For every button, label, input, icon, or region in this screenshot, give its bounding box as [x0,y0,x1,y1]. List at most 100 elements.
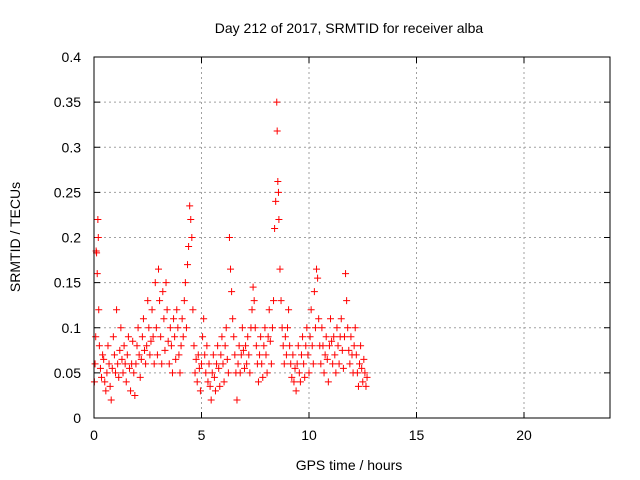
data-point [337,315,345,323]
data-point [292,387,300,395]
data-point [214,342,222,350]
y-axis-label: SRMTID / TECUs [7,182,23,292]
data-point [114,360,122,368]
y-tick-label: 0.05 [54,365,81,381]
data-point [180,297,188,305]
data-point [338,346,346,354]
data-point [290,378,298,386]
x-tick-label: 20 [516,427,532,443]
data-point [120,342,128,350]
data-point [104,342,112,350]
data-point [121,360,129,368]
data-point [321,351,329,359]
data-point [318,324,326,332]
data-point [122,378,130,386]
data-point [95,342,103,350]
data-point [108,364,116,372]
data-point [147,337,155,345]
data-point [263,369,271,377]
data-point [229,315,237,323]
data-point [171,333,179,341]
y-tick-label: 0.4 [62,49,82,65]
data-point [211,387,219,395]
data-point [134,324,142,332]
data-point [184,261,192,269]
data-point [94,234,102,241]
data-point [357,342,365,350]
data-point [178,315,186,323]
y-tick-label: 0.35 [54,94,81,110]
data-point [270,297,278,305]
data-point [165,360,173,368]
data-point [256,351,264,359]
data-point [228,288,236,296]
data-point [186,202,194,210]
data-point [241,364,248,372]
data-point [200,315,208,323]
data-point [293,360,301,368]
data-point [280,360,288,368]
data-point [266,337,274,345]
data-point [204,378,212,386]
data-point [199,333,207,341]
data-point [162,279,170,287]
data-point [175,351,183,359]
data-point [109,333,117,341]
data-point [286,342,294,350]
data-point [281,333,289,341]
data-point [166,324,174,332]
data-point [231,351,239,359]
data-point [105,360,113,368]
data-point [236,369,244,377]
data-point [243,360,251,368]
data-point [110,351,118,359]
data-point [260,342,268,350]
data-point [254,378,262,386]
data-point [353,369,361,377]
data-point [137,355,145,363]
data-point [102,387,110,395]
data-point [230,333,238,341]
data-point [267,360,275,368]
data-point [234,360,242,368]
tick-labels: 0 5 10 15 20 0 0.05 0.1 0.15 0.2 0.25 0.3 0.35 0.4 [54,49,532,443]
data-point [135,351,143,359]
data-point [106,382,114,390]
data-point [311,324,319,332]
data-point [153,351,161,359]
data-point [116,346,124,354]
data-point [235,342,243,350]
axis-ticks [93,56,610,419]
data-point [205,360,213,368]
data-point [151,279,159,287]
data-point [306,333,314,341]
data-point [329,360,337,368]
data-point [115,373,123,381]
data-point [340,333,348,341]
data-point [324,378,332,386]
data-point [117,324,125,332]
x-tick-label: 15 [409,427,425,443]
data-point [190,342,198,350]
data-point [237,351,245,359]
data-point [331,351,339,359]
data-point [344,324,352,332]
data-point [125,364,133,372]
data-point [332,369,340,377]
data-point [215,364,223,372]
x-tick-label: 10 [301,427,317,443]
data-point [94,215,102,223]
data-point [131,391,139,399]
data-point [287,360,295,368]
data-point [192,355,200,363]
data-point [242,342,250,350]
data-point [257,333,265,341]
data-point [187,215,195,223]
data-point [335,360,343,368]
data-point [202,369,210,377]
data-point [284,324,291,332]
data-point [148,306,156,314]
data-point [181,279,189,287]
data-point [325,342,333,350]
data-point [279,342,287,350]
